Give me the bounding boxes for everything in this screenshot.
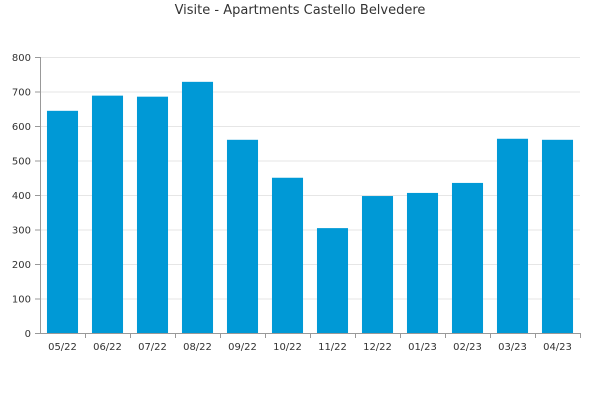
bar (361, 196, 394, 333)
y-tick-label: 500 (12, 157, 31, 168)
y-tick-label: 300 (12, 226, 31, 237)
x-tick-label: 05/22 (48, 342, 77, 353)
bar (136, 96, 169, 333)
y-tick-label: 400 (12, 191, 31, 202)
y-tick-label: 100 (12, 295, 31, 306)
x-tick-label: 10/22 (273, 342, 302, 353)
bar (91, 95, 124, 333)
x-tick-label: 07/22 (138, 342, 167, 353)
y-tick-label: 700 (12, 88, 31, 99)
y-tick-label: 600 (12, 122, 31, 133)
x-tick-label: 02/23 (453, 342, 482, 353)
bar (496, 138, 529, 333)
y-tick-label: 200 (12, 260, 31, 271)
x-tick-label: 04/23 (543, 342, 572, 353)
bar (181, 81, 214, 333)
x-tick-label: 06/22 (93, 342, 122, 353)
x-tick-label: 01/23 (408, 342, 437, 353)
chart-title: Visite - Apartments Castello Belvedere (174, 3, 426, 18)
bar (541, 139, 574, 333)
bar (46, 110, 79, 333)
bar (226, 139, 259, 333)
bar (271, 177, 304, 333)
x-tick-label: 03/23 (498, 342, 527, 353)
x-tick-label: 12/22 (363, 342, 392, 353)
x-tick-label: 09/22 (228, 342, 257, 353)
bar (451, 182, 484, 333)
y-tick-label: 0 (25, 329, 31, 340)
x-tick-label: 11/22 (318, 342, 347, 353)
bar (406, 192, 439, 333)
y-tick-label: 800 (12, 53, 31, 64)
bar (316, 228, 349, 333)
x-tick-label: 08/22 (183, 342, 212, 353)
